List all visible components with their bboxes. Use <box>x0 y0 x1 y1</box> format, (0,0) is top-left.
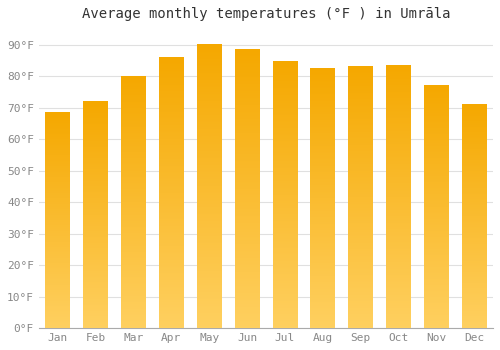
Title: Average monthly temperatures (°F ) in Umrāla: Average monthly temperatures (°F ) in Um… <box>82 7 450 21</box>
